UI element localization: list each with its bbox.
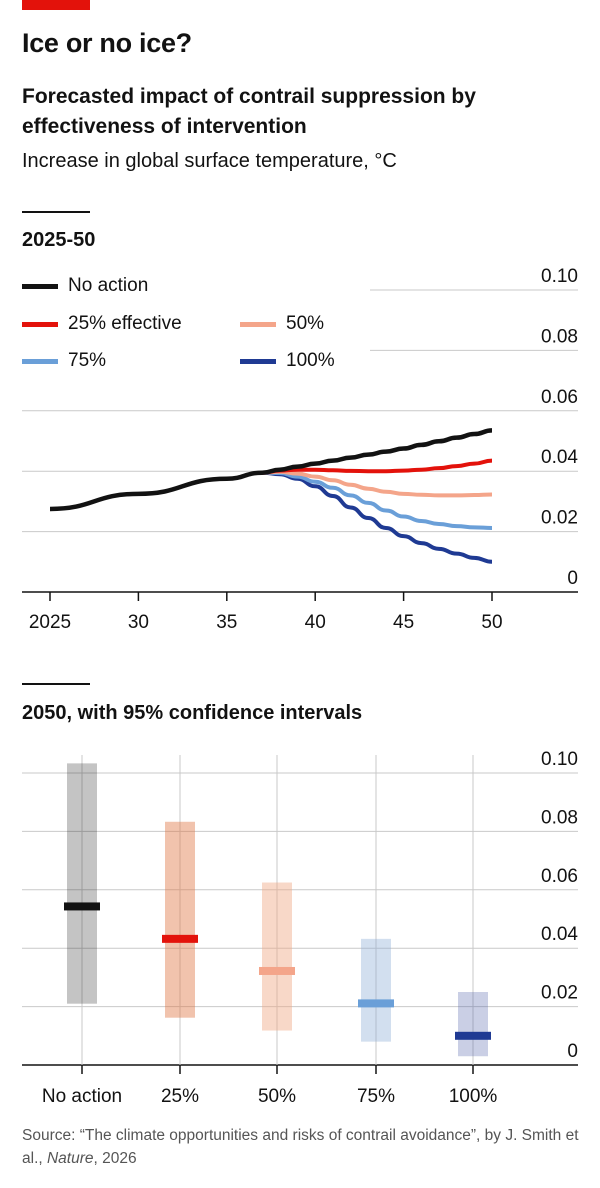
x-tick-label: 2025 — [29, 612, 71, 633]
source-prefix: Source: “The climate opportunities and r… — [22, 1127, 579, 1167]
category-label: 75% — [357, 1086, 395, 1107]
x-tick-label: 35 — [216, 612, 237, 633]
line-chart: 0 0.02 0.04 0.06 0.08 0.10 2025 30 35 40 45 50 — [22, 266, 578, 633]
category-label: 25% — [161, 1086, 199, 1107]
legend-item-no-action: No action — [22, 275, 148, 297]
estimate-marker-no-action — [64, 902, 100, 911]
legend-item-75: 75% — [22, 350, 106, 372]
source-note: Source: “The climate opportunities and r… — [22, 1124, 582, 1170]
legend-swatch-50 — [240, 321, 276, 327]
y-tick-label: 0.10 — [541, 266, 578, 287]
series-line-p50 — [262, 469, 493, 498]
legend-label-100: 100% — [286, 350, 335, 371]
legend-item-25: 25% effective — [22, 313, 182, 335]
series-line-p100 — [262, 470, 493, 564]
legend-label-75: 75% — [68, 350, 107, 371]
source-journal: Nature — [46, 1150, 94, 1167]
unit-label: Increase in global surface temperature, … — [22, 150, 397, 172]
legend-item-100: 100% — [240, 350, 335, 372]
legend-item-50: 50% — [240, 313, 324, 335]
panel2-rule — [22, 683, 90, 685]
ci-band-p50 — [262, 882, 292, 1031]
estimate-marker-p25 — [162, 934, 198, 943]
y-tick-label: 0.04 — [541, 447, 578, 468]
ci-band-p25 — [165, 821, 195, 1018]
category-label: 100% — [449, 1086, 498, 1107]
category-label: No action — [42, 1086, 122, 1107]
chart-title: Ice or no ice? — [22, 28, 192, 58]
series-line-p75 — [262, 470, 493, 530]
estimate-marker-p50 — [259, 966, 295, 975]
estimate-marker-p100 — [455, 1031, 491, 1040]
panel2-title: 2050, with 95% confidence intervals — [22, 702, 363, 724]
x-tick-label: 50 — [481, 612, 502, 633]
ci-band-p75 — [361, 938, 391, 1042]
y-tick-label: 0.06 — [541, 866, 578, 887]
x-tick-label: 30 — [128, 612, 149, 633]
ci-band-no-action — [67, 763, 97, 1004]
legend-swatch-no-action — [22, 283, 58, 289]
y-tick-label: 0 — [567, 1041, 578, 1062]
x-tick-label: 45 — [393, 612, 414, 633]
y-tick-label: 0.08 — [541, 807, 578, 828]
panel1-title: 2025-50 — [22, 229, 96, 251]
y-tick-label: 0.04 — [541, 924, 578, 945]
series-line-no-action — [49, 428, 493, 512]
legend-swatch-75 — [22, 358, 58, 364]
legend-swatch-25 — [22, 321, 58, 327]
chart-subtitle: Forecasted impact of contrail suppressio… — [22, 85, 476, 138]
y-tick-label: 0 — [567, 568, 578, 589]
series-line-p25 — [262, 458, 493, 475]
estimate-marker-p75 — [358, 999, 394, 1008]
brand-accent-bar — [22, 0, 90, 10]
ci-band-p100 — [458, 992, 488, 1057]
category-label: 50% — [258, 1086, 296, 1107]
y-tick-label: 0.10 — [541, 749, 578, 770]
panel1-rule — [22, 211, 90, 213]
y-tick-label: 0.02 — [541, 983, 578, 1004]
source-suffix: , 2026 — [93, 1150, 137, 1167]
legend-label-50: 50% — [286, 313, 325, 334]
y-tick-label: 0.08 — [541, 326, 578, 347]
legend-label-25: 25% effective — [68, 313, 182, 334]
x-tick-label: 40 — [305, 612, 326, 633]
y-tick-label: 0.02 — [541, 508, 578, 529]
legend-swatch-100 — [240, 358, 276, 364]
ci-chart: 0 0.02 0.04 0.06 0.08 0.10 No action 25% 50% 75% 1… — [22, 749, 578, 1107]
y-tick-label: 0.06 — [541, 387, 578, 408]
legend-label-no-action: No action — [68, 275, 149, 296]
